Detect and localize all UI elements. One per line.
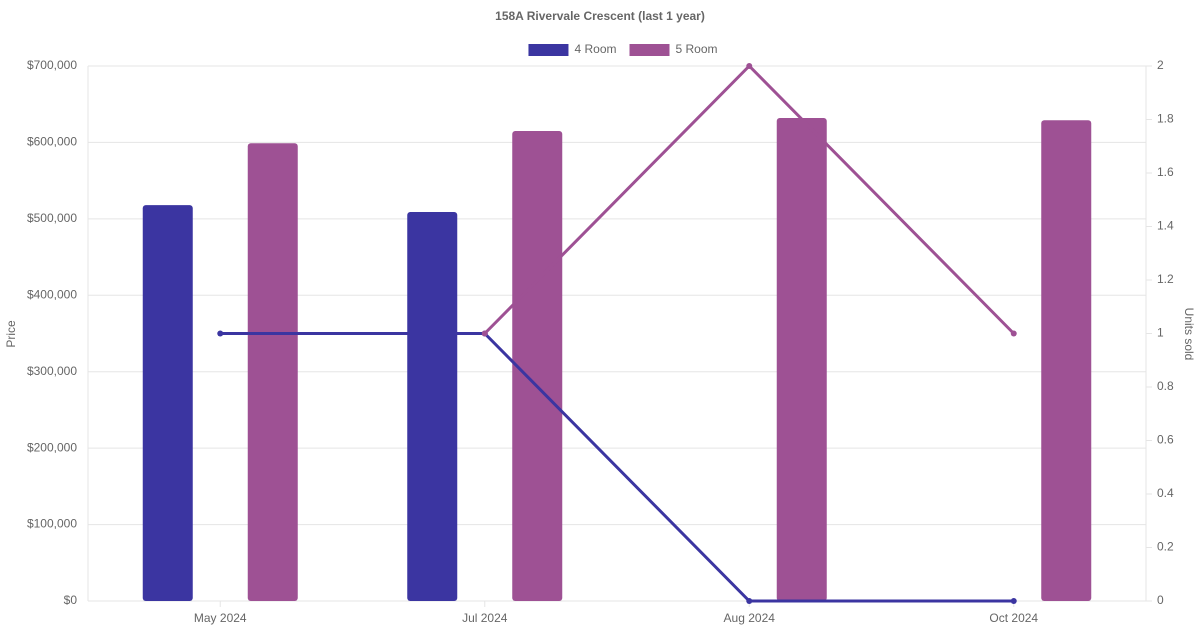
line — [483, 63, 1015, 335]
line-point — [217, 330, 224, 337]
y-tick-label: $500,000 — [27, 211, 77, 225]
y-tick-label: $200,000 — [27, 440, 77, 454]
y2-tick-label: 1.6 — [1157, 165, 1174, 179]
x-tick-label: May 2024 — [194, 611, 247, 625]
y2-tick-label: 0.4 — [1157, 486, 1174, 500]
line-point — [746, 598, 753, 604]
line — [220, 332, 1014, 603]
bar — [247, 143, 298, 601]
legend-label: 5 Room — [676, 42, 718, 56]
bar — [407, 211, 458, 601]
line-point — [1010, 330, 1017, 337]
y-tick-label: $300,000 — [27, 364, 77, 378]
line-point — [746, 63, 753, 69]
y-axis-title: Price — [4, 320, 18, 348]
bar — [776, 117, 827, 601]
y2-tick-label: 0.2 — [1157, 540, 1174, 554]
y-tick-label: $100,000 — [27, 517, 77, 531]
legend-swatch — [528, 44, 569, 56]
y2-tick-label: 1.4 — [1157, 219, 1174, 233]
x-tick-label: Jul 2024 — [462, 611, 508, 625]
y2-tick-label: 1 — [1157, 326, 1164, 340]
y-tick-label: $700,000 — [27, 58, 77, 72]
y-tick-label: $600,000 — [27, 135, 77, 149]
y-tick-label: $400,000 — [27, 287, 77, 301]
bar — [512, 130, 563, 601]
bar — [1041, 120, 1092, 601]
legend-swatch — [629, 44, 670, 56]
chart-title: 158A Rivervale Crescent (last 1 year) — [495, 9, 705, 23]
y2-tick-label: 1.2 — [1157, 272, 1174, 286]
x-tick-label: Aug 2024 — [724, 611, 776, 625]
y2-tick-label: 1.8 — [1157, 112, 1174, 126]
y-tick-label: $0 — [64, 593, 78, 607]
y2-tick-label: 0.8 — [1157, 379, 1174, 393]
line-point — [481, 330, 488, 337]
x-tick-label: Oct 2024 — [989, 611, 1038, 625]
y2-axis-title: Units sold — [1182, 308, 1196, 361]
bar — [142, 205, 193, 601]
legend-label: 4 Room — [574, 42, 616, 56]
line-point — [1010, 598, 1017, 604]
y2-tick-label: 2 — [1157, 58, 1164, 72]
y2-tick-label: 0.6 — [1157, 433, 1174, 447]
y2-tick-label: 0 — [1157, 593, 1164, 607]
